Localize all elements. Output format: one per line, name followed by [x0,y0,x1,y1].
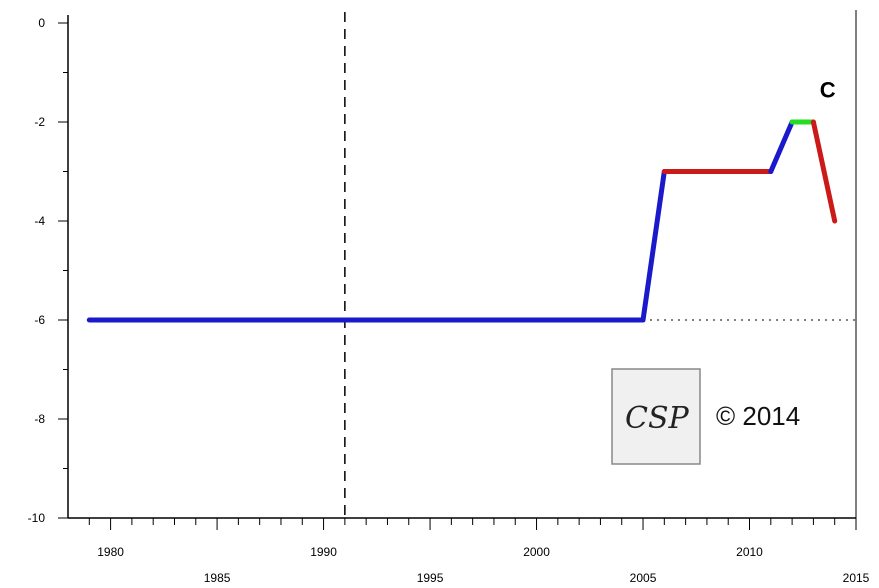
x-tick-label: 2015 [843,571,870,585]
x-tick-label: 1980 [97,545,124,559]
series-segment [86,169,667,323]
annotation-label: C [820,77,836,102]
ticks [58,22,857,530]
y-tick-label: -2 [34,115,45,129]
copyright-text: © 2014 [716,401,800,431]
y-tick-label: -8 [34,412,45,426]
y-tick-label: 0 [38,16,45,30]
y-tick-label: -10 [28,511,46,525]
x-tick-label: 2000 [523,545,550,559]
x-tick-label: 1990 [310,545,337,559]
logo-text: CSP [625,401,690,436]
x-tick-label: 1995 [417,571,444,585]
series-segment [768,119,795,174]
x-tick-label: 1985 [204,571,231,585]
reference-lines [344,12,856,518]
x-tick-label: 2010 [736,545,763,559]
y-tick-label: -6 [34,313,45,327]
series-segment [810,119,838,224]
axes [67,10,857,519]
series [86,119,838,323]
x-tick-label: 2005 [630,571,657,585]
y-tick-label: -4 [34,214,45,228]
csp-logo: CSP [611,368,701,465]
tick-labels: 1980 1985 1990 1995 2000 2005 2010 2015 0 -2 -4 -6 -… [28,16,870,585]
